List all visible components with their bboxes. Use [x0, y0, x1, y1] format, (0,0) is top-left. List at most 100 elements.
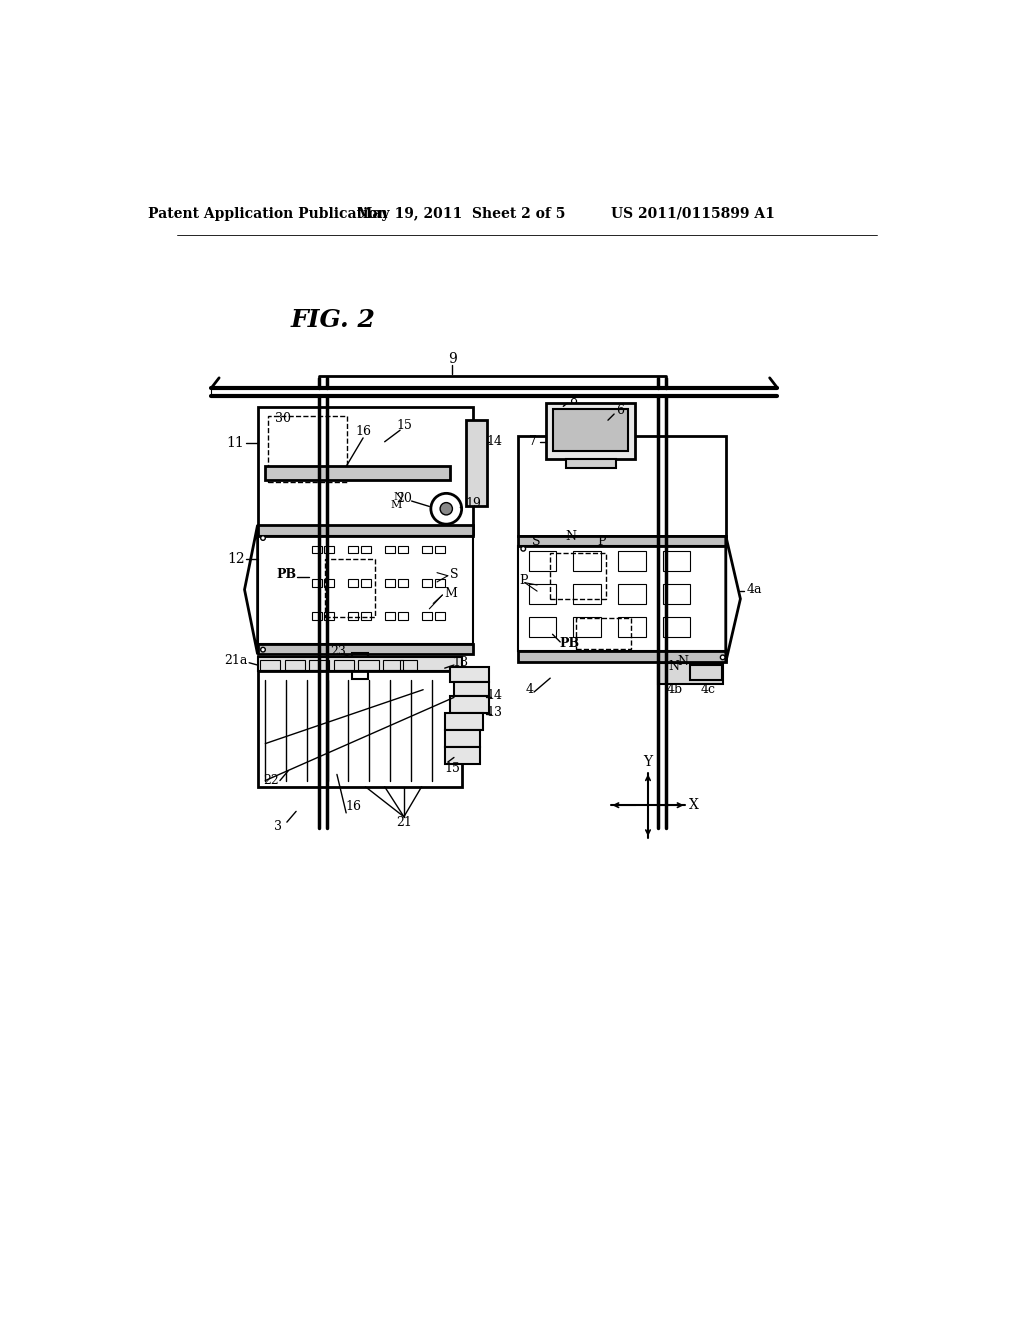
Bar: [422, 578, 432, 586]
Text: 21: 21: [396, 816, 412, 829]
Bar: [311, 612, 322, 619]
Bar: [422, 612, 432, 619]
Bar: [324, 578, 334, 586]
Text: US 2011/0115899 A1: US 2011/0115899 A1: [610, 207, 774, 220]
Text: Y: Y: [643, 755, 652, 770]
Bar: [348, 578, 358, 586]
Bar: [444, 713, 483, 730]
Text: 15: 15: [396, 418, 413, 432]
Text: 12: 12: [227, 552, 245, 566]
Bar: [325, 558, 375, 616]
Bar: [348, 545, 358, 553]
Bar: [573, 585, 601, 605]
Text: N: N: [565, 529, 577, 543]
Circle shape: [521, 546, 525, 552]
Bar: [435, 578, 444, 586]
Text: 7: 7: [529, 436, 538, 449]
Bar: [385, 612, 395, 619]
Bar: [334, 660, 354, 669]
Circle shape: [440, 503, 453, 515]
Bar: [663, 585, 690, 605]
Bar: [547, 404, 635, 459]
Bar: [311, 545, 322, 553]
Bar: [689, 665, 722, 681]
Bar: [422, 545, 432, 553]
Text: 19: 19: [466, 496, 481, 510]
Bar: [385, 578, 395, 586]
Circle shape: [720, 655, 725, 660]
Bar: [258, 644, 473, 655]
Bar: [360, 578, 371, 586]
Text: 4c: 4c: [700, 684, 716, 696]
Bar: [358, 660, 379, 669]
Text: May 19, 2011  Sheet 2 of 5: May 19, 2011 Sheet 2 of 5: [357, 207, 566, 220]
Bar: [397, 545, 408, 553]
Text: PB: PB: [559, 638, 580, 649]
Bar: [397, 612, 408, 619]
Bar: [400, 660, 417, 669]
Text: 21a: 21a: [224, 653, 248, 667]
Text: FIG. 2: FIG. 2: [291, 308, 376, 333]
Bar: [435, 545, 444, 553]
Bar: [528, 618, 556, 638]
Bar: [528, 552, 556, 572]
Text: 8: 8: [569, 395, 578, 408]
Bar: [360, 545, 371, 553]
Bar: [285, 660, 304, 669]
Bar: [311, 578, 322, 586]
Bar: [518, 436, 726, 536]
Text: 13: 13: [486, 706, 503, 719]
Text: N: N: [394, 492, 403, 502]
Bar: [451, 667, 488, 682]
Text: 6: 6: [616, 404, 625, 417]
Bar: [258, 536, 473, 644]
Bar: [258, 671, 462, 787]
Text: 14: 14: [486, 689, 503, 702]
Bar: [351, 653, 369, 678]
Bar: [617, 618, 646, 638]
Bar: [309, 660, 330, 669]
Text: 18: 18: [453, 656, 468, 669]
Bar: [258, 407, 473, 535]
Text: N: N: [677, 655, 688, 668]
Text: M: M: [391, 500, 402, 510]
Bar: [360, 612, 371, 619]
Text: 16: 16: [355, 425, 371, 438]
Bar: [451, 696, 488, 713]
Bar: [518, 536, 726, 546]
Bar: [267, 416, 347, 482]
Bar: [444, 747, 480, 763]
Bar: [383, 660, 403, 669]
Bar: [617, 552, 646, 572]
Bar: [658, 663, 724, 684]
Bar: [265, 466, 451, 480]
Text: 30: 30: [274, 412, 291, 425]
Circle shape: [261, 647, 265, 652]
Bar: [518, 651, 726, 663]
Text: N: N: [668, 660, 679, 673]
Bar: [565, 459, 615, 469]
Text: 11: 11: [226, 437, 245, 450]
Bar: [573, 618, 601, 638]
Bar: [573, 552, 601, 572]
Text: 14: 14: [486, 436, 502, 449]
Bar: [528, 585, 556, 605]
Text: X: X: [689, 799, 699, 812]
Bar: [397, 578, 408, 586]
Text: 22: 22: [263, 774, 280, 787]
Bar: [518, 546, 726, 651]
Text: 3: 3: [274, 820, 283, 833]
Text: 9: 9: [449, 351, 457, 366]
Bar: [454, 682, 488, 696]
Text: S: S: [451, 568, 459, 581]
Bar: [385, 545, 395, 553]
Text: S: S: [532, 535, 541, 548]
Bar: [435, 612, 444, 619]
Bar: [617, 585, 646, 605]
Text: 4a: 4a: [746, 583, 762, 597]
Bar: [324, 545, 334, 553]
Text: 4b: 4b: [667, 684, 683, 696]
Bar: [663, 552, 690, 572]
Text: 23: 23: [331, 644, 346, 657]
Text: P: P: [598, 535, 606, 548]
